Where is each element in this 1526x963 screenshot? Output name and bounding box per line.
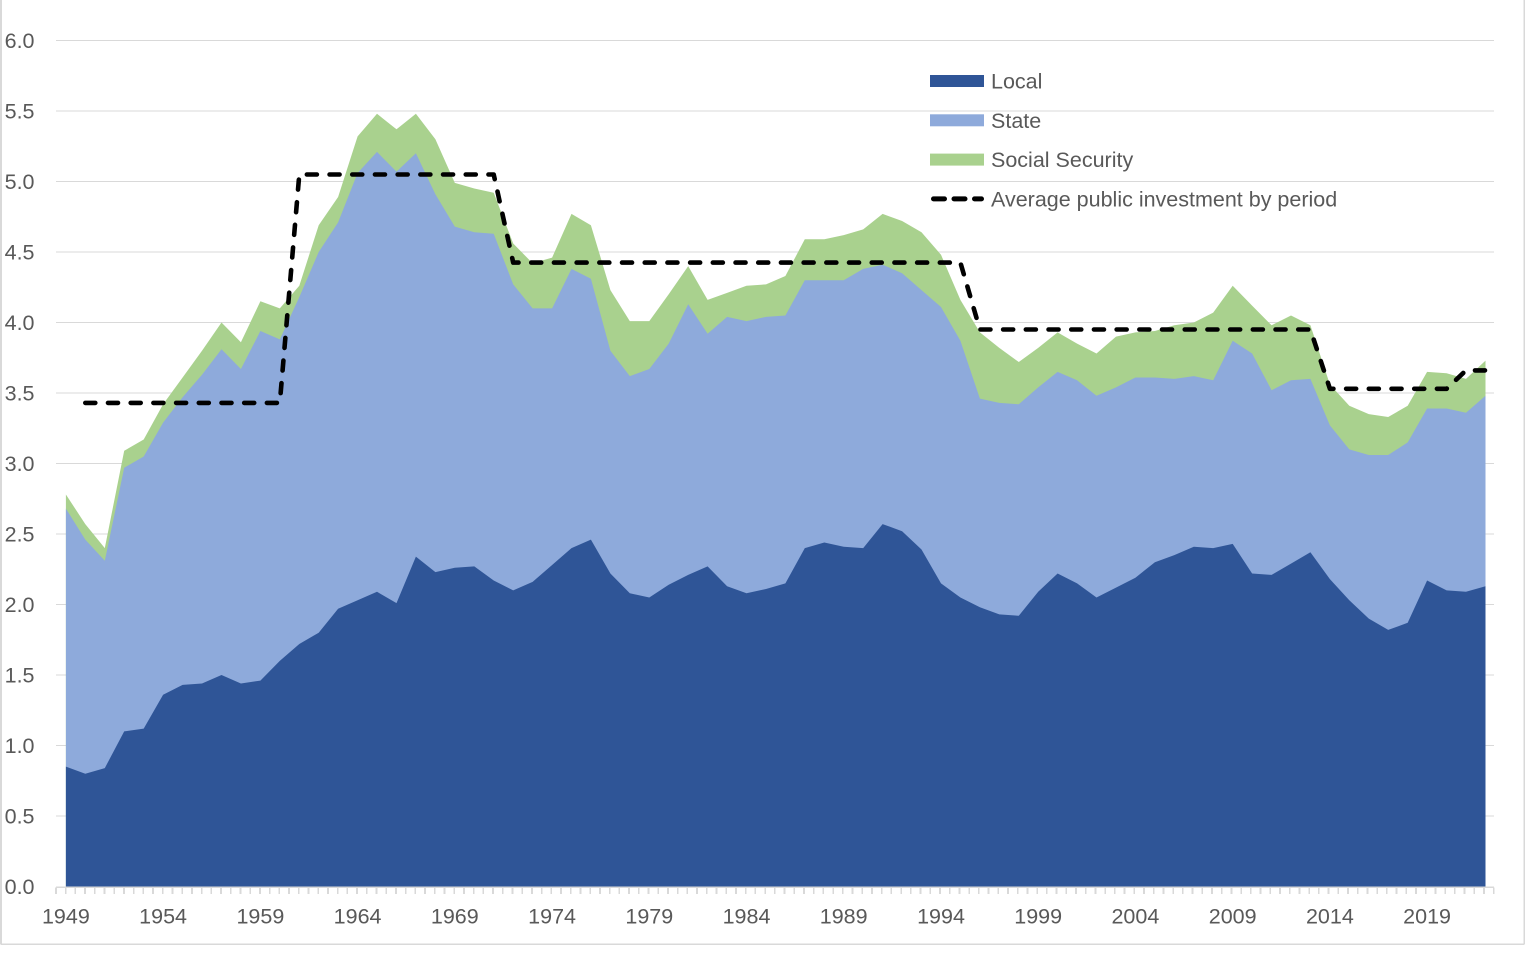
- svg-text:Average public investment by p: Average public investment by period: [991, 187, 1337, 211]
- svg-text:6.0: 6.0: [5, 29, 35, 53]
- svg-text:Local: Local: [991, 70, 1042, 94]
- svg-text:2014: 2014: [1306, 905, 1354, 929]
- svg-text:1969: 1969: [431, 905, 479, 929]
- svg-text:2.0: 2.0: [5, 593, 35, 617]
- svg-text:0.0: 0.0: [5, 875, 35, 899]
- svg-text:1989: 1989: [820, 905, 868, 929]
- svg-text:2004: 2004: [1111, 905, 1159, 929]
- svg-text:1954: 1954: [139, 905, 187, 929]
- svg-text:1964: 1964: [334, 905, 382, 929]
- svg-text:4.0: 4.0: [5, 311, 35, 335]
- svg-text:State: State: [991, 109, 1041, 133]
- svg-text:1949: 1949: [42, 905, 90, 929]
- svg-text:2019: 2019: [1403, 905, 1451, 929]
- svg-text:0.5: 0.5: [5, 805, 35, 829]
- svg-text:2009: 2009: [1209, 905, 1257, 929]
- svg-text:1984: 1984: [723, 905, 771, 929]
- svg-text:Social Security: Social Security: [991, 148, 1133, 172]
- svg-text:5.5: 5.5: [5, 100, 35, 124]
- svg-text:1979: 1979: [625, 905, 673, 929]
- svg-text:1.5: 1.5: [5, 664, 35, 688]
- svg-text:1999: 1999: [1014, 905, 1062, 929]
- svg-text:5.0: 5.0: [5, 170, 35, 194]
- svg-text:4.5: 4.5: [5, 241, 35, 265]
- svg-text:1974: 1974: [528, 905, 576, 929]
- svg-text:1994: 1994: [917, 905, 965, 929]
- svg-text:3.5: 3.5: [5, 382, 35, 406]
- svg-text:1959: 1959: [236, 905, 284, 929]
- svg-text:2.5: 2.5: [5, 523, 35, 547]
- svg-text:3.0: 3.0: [5, 452, 35, 476]
- svg-text:1.0: 1.0: [5, 734, 35, 758]
